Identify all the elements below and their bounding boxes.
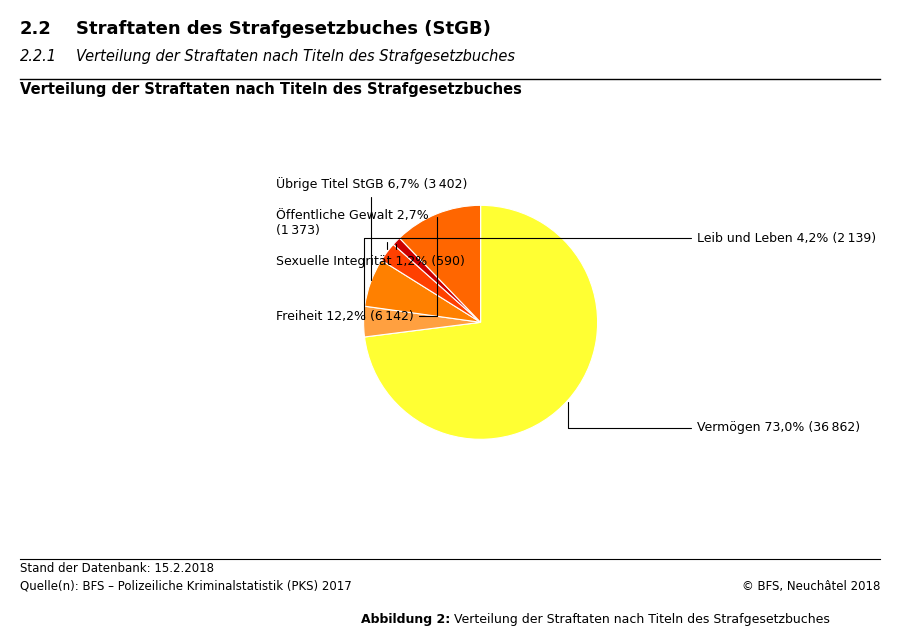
Text: Verteilung der Straftaten nach Titeln des Strafgesetzbuches: Verteilung der Straftaten nach Titeln de…: [450, 613, 830, 626]
Text: Übrige Titel StGB 6,7% (3 402): Übrige Titel StGB 6,7% (3 402): [276, 177, 467, 279]
Wedge shape: [382, 245, 481, 322]
Text: Stand der Datenbank: 15.2.2018: Stand der Datenbank: 15.2.2018: [20, 562, 214, 576]
Text: Straftaten des Strafgesetzbuches (StGB): Straftaten des Strafgesetzbuches (StGB): [76, 20, 491, 38]
Text: Leib und Leben 4,2% (2 139): Leib und Leben 4,2% (2 139): [364, 231, 877, 319]
Text: Freiheit 12,2% (6 142): Freiheit 12,2% (6 142): [276, 217, 436, 323]
Wedge shape: [364, 205, 598, 439]
Text: Sexuelle Integrität 1,2% (590): Sexuelle Integrität 1,2% (590): [276, 244, 464, 268]
Text: Verteilung der Straftaten nach Titeln des Strafgesetzbuches: Verteilung der Straftaten nach Titeln de…: [20, 82, 522, 97]
Wedge shape: [400, 205, 481, 322]
Wedge shape: [364, 306, 481, 337]
Text: Quelle(n): BFS – Polizeiliche Kriminalstatistik (PKS) 2017: Quelle(n): BFS – Polizeiliche Kriminalst…: [20, 580, 352, 593]
Text: Öffentliche Gewalt 2,7%
(1 373): Öffentliche Gewalt 2,7% (1 373): [276, 209, 428, 249]
Wedge shape: [364, 260, 481, 322]
Text: 2.2.1: 2.2.1: [20, 49, 57, 64]
Text: Vermögen 73,0% (36 862): Vermögen 73,0% (36 862): [569, 403, 860, 434]
Text: 2.2: 2.2: [20, 20, 51, 38]
Text: Abbildung 2:: Abbildung 2:: [361, 613, 450, 626]
Text: © BFS, Neuchâtel 2018: © BFS, Neuchâtel 2018: [742, 580, 880, 593]
Text: Verteilung der Straftaten nach Titeln des Strafgesetzbuches: Verteilung der Straftaten nach Titeln de…: [76, 49, 516, 64]
Wedge shape: [393, 238, 481, 322]
